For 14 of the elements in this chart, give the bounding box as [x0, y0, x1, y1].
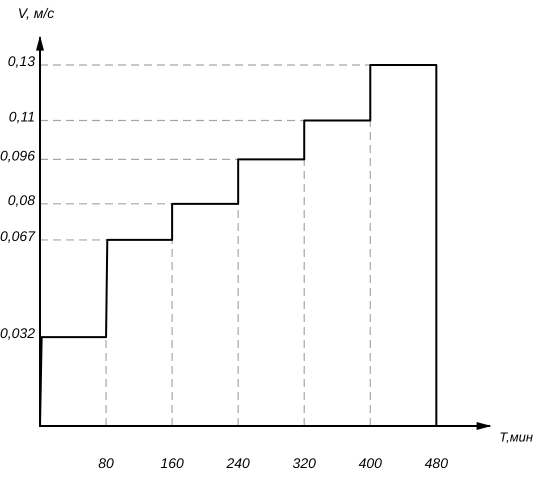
- y-tick-label: 0,11: [8, 108, 35, 125]
- x-tick-label: 80: [98, 455, 114, 471]
- y-tick-label: 0,032: [0, 325, 36, 342]
- x-tick-label: 320: [292, 455, 316, 471]
- y-tick-label: 0,096: [0, 147, 36, 164]
- x-axis-title: Т,мин: [499, 430, 533, 444]
- x-tick-label: 160: [160, 455, 184, 471]
- x-tick-label: 400: [358, 455, 382, 471]
- y-tick-label: 0,13: [8, 52, 36, 69]
- y-axis-title: V, м/с: [18, 5, 54, 21]
- x-tick-label: 240: [225, 455, 250, 471]
- x-tick-label: 480: [424, 455, 448, 471]
- y-tick-label: 0,067: [0, 228, 36, 244]
- y-tick-label: 0,08: [8, 192, 36, 208]
